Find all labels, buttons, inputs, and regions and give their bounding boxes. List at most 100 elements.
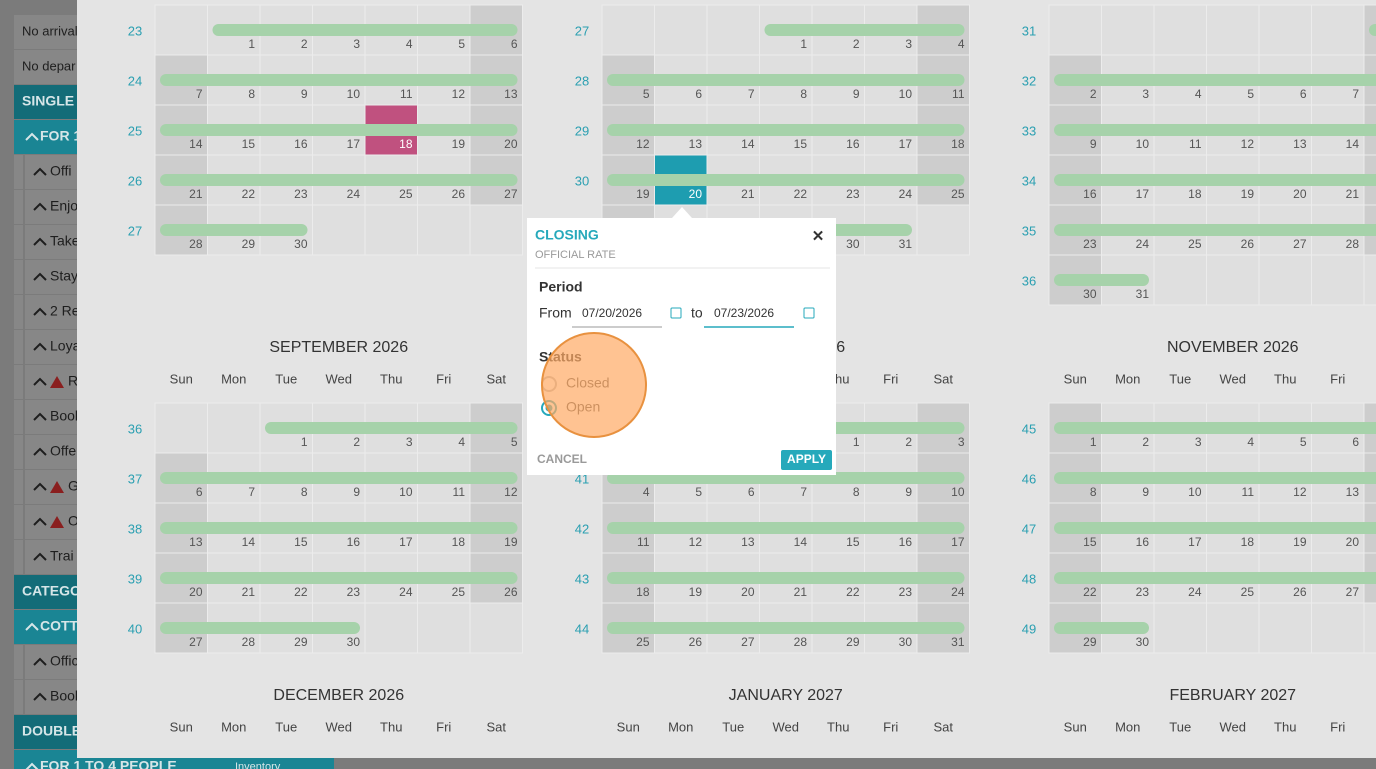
availability-bar — [160, 622, 360, 634]
availability-bar — [160, 472, 518, 484]
weekday-label: Thu — [380, 719, 402, 734]
day-number: 2 — [301, 37, 308, 51]
day-number: 1 — [800, 37, 807, 51]
sidebar-extra: Inventory — [235, 761, 281, 769]
closing-popup: CLOSING OFFICIAL RATE ✕ Period From 07/2… — [527, 207, 836, 475]
chevron — [33, 482, 47, 491]
day-number: 23 — [347, 585, 361, 599]
day-number: 23 — [294, 187, 308, 201]
day-number: 30 — [1136, 635, 1150, 649]
day-number: 13 — [741, 535, 755, 549]
day-cell — [1311, 602, 1365, 654]
day-number: 11 — [1242, 485, 1255, 499]
day-number: 5 — [458, 37, 465, 51]
apply-label[interactable]: APPLY — [787, 452, 826, 466]
day-number: 15 — [846, 535, 860, 549]
day-cell — [1363, 254, 1376, 306]
to-label: to — [691, 305, 703, 321]
day-number: 21 — [794, 585, 808, 599]
day-number: 16 — [294, 137, 308, 151]
week-number: 30 — [575, 173, 589, 188]
day-number: 3 — [1142, 87, 1149, 101]
day-number: 6 — [748, 485, 755, 499]
day-number: 13 — [1346, 485, 1360, 499]
week-number: 32 — [1022, 73, 1036, 88]
day-number: 23 — [1136, 585, 1150, 599]
week-number: 43 — [575, 571, 589, 586]
day-number: 24 — [1188, 585, 1202, 599]
day-cell — [1153, 254, 1207, 306]
availability-bar — [1054, 472, 1376, 484]
chevron — [33, 377, 47, 386]
day-number: 16 — [1083, 187, 1097, 201]
to-calendar-icon[interactable] — [803, 307, 815, 319]
sidebar-label: Take — [50, 233, 80, 249]
day-number: 1 — [248, 37, 255, 51]
week-number: 37 — [128, 471, 142, 486]
day-number: 12 — [636, 137, 650, 151]
day-number: 23 — [899, 585, 913, 599]
day-number: 19 — [1241, 187, 1255, 201]
day-cell — [312, 204, 366, 256]
day-number: 22 — [1083, 585, 1097, 599]
day-number: 9 — [1090, 137, 1097, 151]
day-number: 2 — [353, 435, 360, 449]
to-input[interactable]: 07/23/2026 — [714, 306, 774, 320]
availability-bar — [764, 24, 965, 36]
sidebar-label: Offi — [50, 163, 72, 179]
month-title: FEBRUARY 2027 — [1169, 687, 1296, 704]
weekday-label: Wed — [326, 371, 353, 386]
weekday-label: Mon — [221, 719, 246, 734]
day-number: 30 — [347, 635, 361, 649]
day-number: 29 — [1083, 635, 1097, 649]
day-number: 5 — [695, 485, 702, 499]
day-number: 23 — [1083, 237, 1097, 251]
day-number: 14 — [242, 535, 256, 549]
day-number: 17 — [951, 535, 965, 549]
apply-button[interactable] — [781, 450, 832, 470]
day-number: 14 — [1346, 137, 1360, 151]
day-number: 13 — [189, 535, 203, 549]
sidebar-label: Loya — [50, 338, 81, 354]
weekday-label: Fri — [1330, 371, 1345, 386]
week-number: 29 — [575, 123, 589, 138]
weekday-label: Sun — [617, 719, 640, 734]
close-button[interactable]: ✕ — [812, 228, 825, 245]
day-number: 31 — [951, 635, 965, 649]
day-number: 20 — [741, 585, 755, 599]
day-number: 30 — [1083, 287, 1097, 301]
availability-bar — [160, 522, 518, 534]
day-number: 25 — [951, 187, 965, 201]
availability-bar — [265, 422, 518, 434]
day-number: 13 — [1293, 137, 1307, 151]
day-number: 27 — [504, 187, 518, 201]
day-number: 27 — [1293, 237, 1307, 251]
week-number: 34 — [1022, 173, 1036, 188]
day-number: 20 — [1346, 535, 1360, 549]
cancel-button[interactable]: CANCEL — [537, 452, 587, 466]
weekday-label: Fri — [436, 371, 451, 386]
day-number: 27 — [741, 635, 755, 649]
day-number: 19 — [689, 585, 703, 599]
day-cell — [417, 602, 471, 654]
from-input[interactable]: 07/20/2026 — [582, 306, 642, 320]
day-number: 31 — [1136, 287, 1150, 301]
availability-bar — [1054, 74, 1376, 86]
chevron — [33, 272, 47, 281]
weekday-label: Wed — [773, 719, 800, 734]
from-calendar-icon[interactable] — [670, 307, 682, 319]
weekday-label: Sat — [486, 719, 506, 734]
sidebar-label: No depar — [22, 58, 76, 73]
day-number: 10 — [347, 87, 361, 101]
day-number: 4 — [1247, 435, 1254, 449]
day-number: 2 — [853, 37, 860, 51]
weekday-label: Tue — [275, 371, 297, 386]
day-number: 27 — [1346, 585, 1360, 599]
chevron — [33, 517, 47, 526]
day-number: 7 — [248, 485, 255, 499]
day-number: 30 — [899, 635, 913, 649]
week-number: 39 — [128, 571, 142, 586]
day-cell — [706, 4, 760, 56]
day-number: 2 — [1142, 435, 1149, 449]
day-number: 8 — [301, 485, 308, 499]
